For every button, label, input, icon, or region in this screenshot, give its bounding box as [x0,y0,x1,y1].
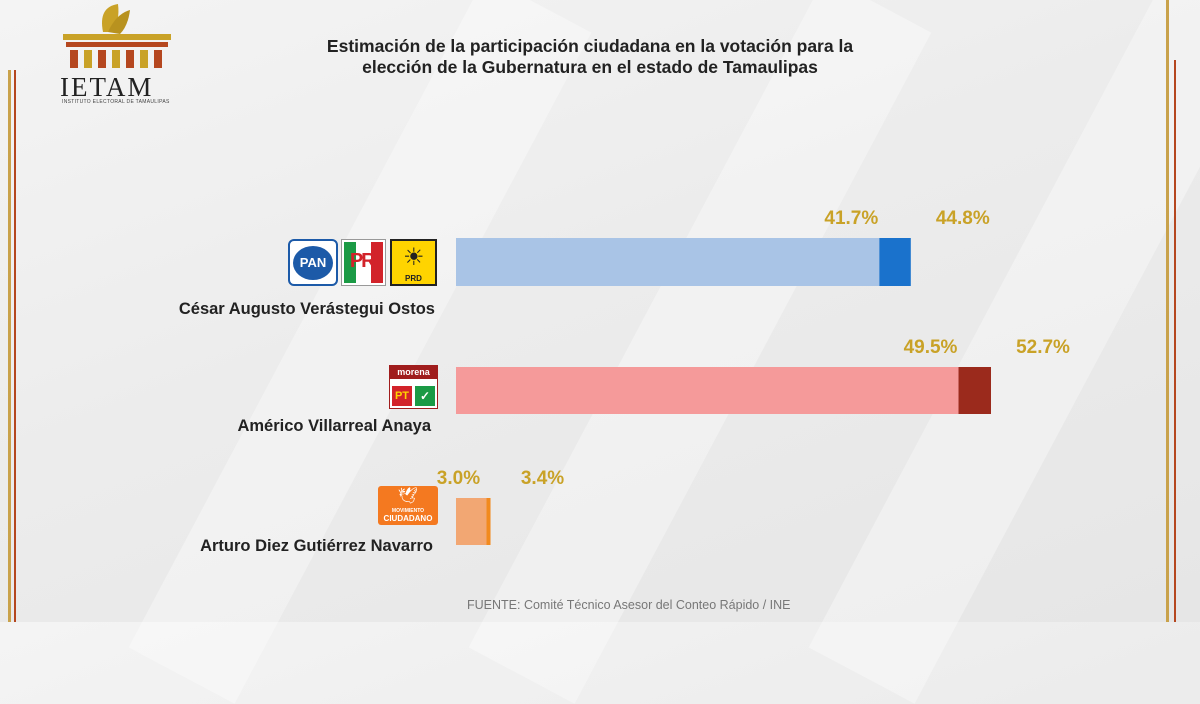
frame-right-gold-line [1166,0,1169,622]
pan-logo-icon: PAN [288,239,338,286]
bar-range-2 [958,367,991,414]
logo-subtitle: INSTITUTO ELECTORAL DE TAMAULIPAS [62,99,170,105]
frame-right-red-line [1174,60,1176,622]
frame-left-red-line [14,70,16,622]
label-low-1: 41.7% [824,208,878,229]
bar-range-1 [879,238,911,286]
candidate-name-2: Américo Villarreal Anaya [237,417,431,435]
candidate-name-3: Arturo Diez Gutiérrez Navarro [200,537,433,555]
eagle-icon: 🕊 [397,488,419,505]
pri-logo-icon: PRI [341,239,386,286]
chart-area: 41.7% 44.8% 49.5% 52.7% 3.0% 3.4% [437,208,1070,545]
chart-title: Estimación de la participación ciudadana… [200,36,980,78]
bar-low-2 [456,367,959,414]
prd-label: PRD [405,274,422,283]
source-note: FUENTE: Comité Técnico Asesor del Conteo… [467,598,791,612]
mc-label-line2: CIUDADANO [383,514,433,523]
bar-low-1 [456,238,880,286]
pt-label: PT [392,386,412,406]
verde-logo-icon: ✓ [415,386,435,406]
candidate-name-1: César Augusto Verástegui Ostos [178,300,435,318]
chart-title-line2: elección de la Gubernatura en el estado … [362,57,818,77]
bar-low-3 [456,498,487,545]
morena-pt-verde-logo-icon: morena PT ✓ [389,365,438,409]
pri-label: PRI [349,250,379,272]
movimiento-ciudadano-logo-icon: 🕊 MOVIMIENTO CIUDADANO [378,486,438,525]
bar-range-3 [486,498,491,545]
logo-text: IETAM [60,72,154,102]
morena-label: morena [390,366,437,379]
frame-left-gold-line [8,70,11,622]
label-low-2: 49.5% [904,337,958,358]
pan-label: PAN [293,246,333,280]
label-low-3: 3.0% [437,468,480,489]
pri-green-band [344,242,356,283]
chart-title-line1: Estimación de la participación ciudadana… [326,36,854,56]
label-high-3: 3.4% [521,468,564,489]
prd-logo-icon: ☀ PRD [390,239,437,286]
prd-sun-icon: ☀ [403,244,425,271]
mc-label-line1: MOVIMIENTO [391,508,425,514]
label-high-1: 44.8% [936,208,990,229]
pri-red-band [371,242,383,283]
ietam-logo-icon [63,4,171,68]
label-high-2: 52.7% [1016,337,1070,358]
